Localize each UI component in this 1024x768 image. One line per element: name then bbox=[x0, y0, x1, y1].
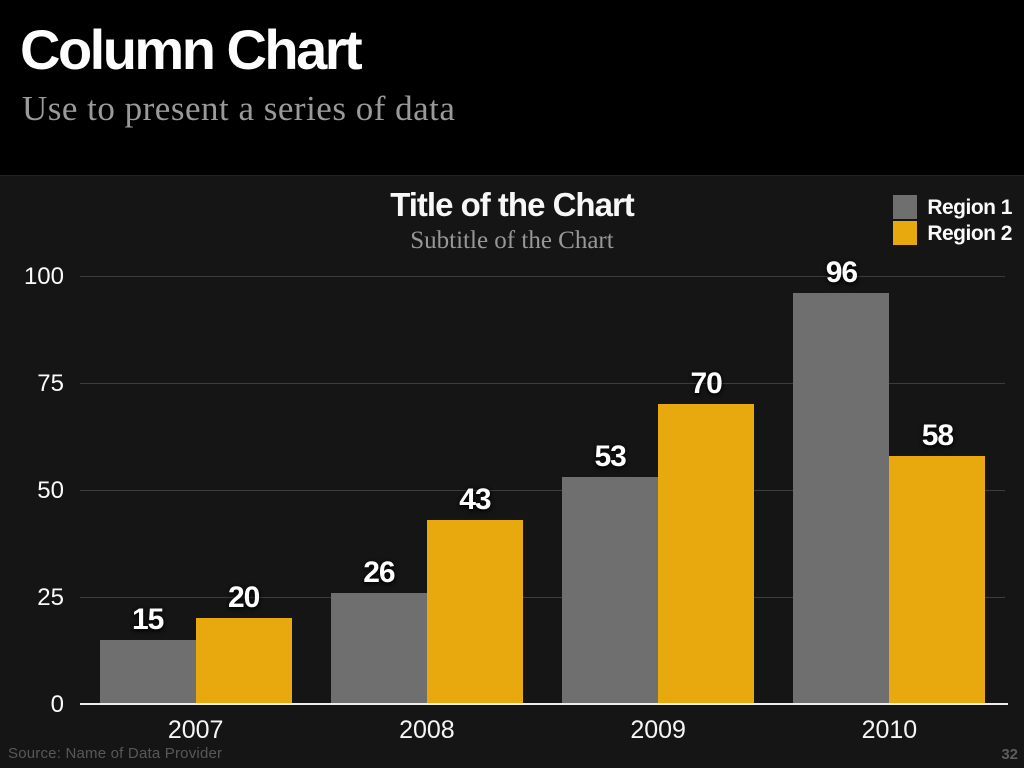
x-axis-tick-label: 2009 bbox=[630, 716, 686, 744]
chart-legend: Region 1 Region 2 bbox=[893, 194, 1012, 246]
x-axis-tick-label: 2007 bbox=[167, 716, 224, 744]
bar-value-label: 43 bbox=[459, 482, 491, 516]
bar-region-2-2008 bbox=[426, 519, 523, 704]
gridline-75 bbox=[80, 383, 1005, 384]
bar-region-1-2007 bbox=[99, 639, 196, 704]
y-axis-tick-label: 75 bbox=[37, 370, 64, 397]
gridline-50 bbox=[80, 490, 1005, 491]
bar-region-2-2009 bbox=[658, 404, 755, 704]
chart-title: Title of the Chart bbox=[390, 186, 635, 223]
bar-region-2-2007 bbox=[195, 618, 292, 704]
bar-value-label: 15 bbox=[131, 602, 164, 636]
bar-region-2-2010 bbox=[889, 455, 986, 704]
bar-value-label: 70 bbox=[690, 367, 722, 401]
bar-group-2008: 26 43 bbox=[330, 176, 523, 704]
y-axis-tick-label: 25 bbox=[37, 584, 64, 611]
legend-item: Region 1 bbox=[893, 194, 1012, 220]
x-axis-tick-label: 2008 bbox=[399, 716, 455, 744]
bar-group-2009: 53 70 bbox=[562, 176, 755, 704]
legend-label: Region 2 bbox=[927, 221, 1012, 245]
x-axis-tick-label: 2010 bbox=[861, 716, 918, 744]
y-axis-tick-label: 100 bbox=[23, 263, 64, 290]
source-note: Source: Name of Data Provider bbox=[8, 745, 223, 762]
bar-value-label: 53 bbox=[594, 440, 626, 474]
slide-subtitle: Use to present a series of data bbox=[22, 89, 456, 128]
legend-label: Region 1 bbox=[927, 195, 1012, 219]
legend-swatch-1 bbox=[893, 195, 918, 219]
bar-value-label: 96 bbox=[825, 256, 858, 290]
bar-group-2007: 15 20 bbox=[99, 176, 292, 704]
y-axis-tick-label: 0 bbox=[50, 691, 64, 718]
bar-region-1-2009 bbox=[562, 477, 659, 704]
slide-title: Column Chart bbox=[20, 18, 363, 81]
slide-header: Column Chart Use to present a series of … bbox=[0, 0, 1024, 175]
bar-value-label: 58 bbox=[921, 418, 954, 452]
page-number: 32 bbox=[1001, 746, 1018, 763]
bar-region-1-2010 bbox=[793, 293, 890, 704]
bar-group-2010: 96 58 bbox=[793, 176, 986, 704]
bar-value-label: 26 bbox=[363, 555, 395, 589]
x-axis-baseline bbox=[80, 703, 1008, 705]
plot-area: 0 25 50 75 100 15 20 2007 26 43 2008 53 70 2009 96 58 20… bbox=[0, 176, 1024, 768]
gridline-100 bbox=[80, 276, 1005, 277]
legend-swatch-2 bbox=[893, 221, 918, 245]
y-axis-tick-label: 50 bbox=[37, 477, 64, 504]
gridline-25 bbox=[80, 597, 1005, 598]
chart-panel: Title of the Chart Subtitle of the Chart… bbox=[0, 175, 1024, 768]
legend-item: Region 2 bbox=[893, 220, 1012, 246]
bar-region-1-2008 bbox=[330, 592, 427, 704]
chart-subtitle: Subtitle of the Chart bbox=[410, 227, 614, 254]
bar-value-label: 20 bbox=[227, 581, 260, 615]
